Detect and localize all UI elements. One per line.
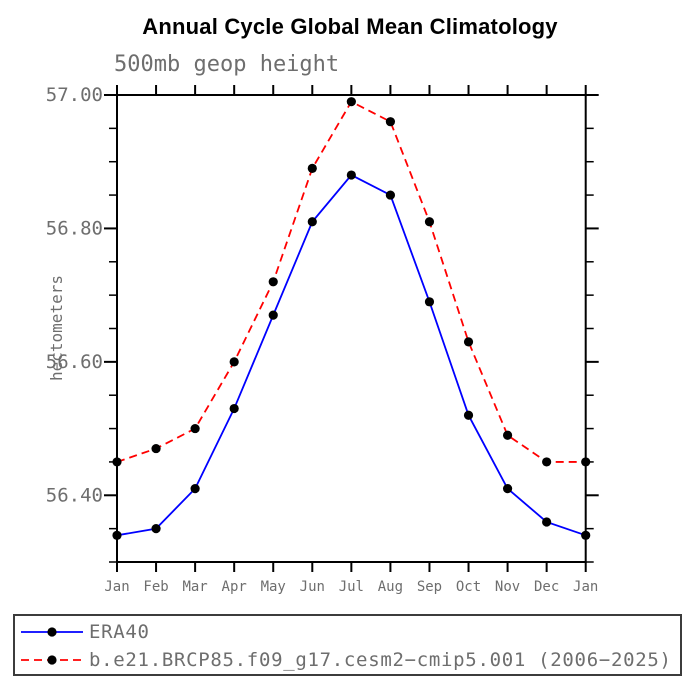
x-tick-label: May xyxy=(261,579,286,595)
data-point-marker xyxy=(346,97,356,107)
x-tick-label: Mar xyxy=(182,579,207,595)
y-tick-label: 56.60 xyxy=(46,351,103,373)
y-tick-label: 57.00 xyxy=(46,84,103,106)
data-point-marker xyxy=(581,530,591,540)
plot-area: Jan Feb Mar Apr May Jun Jul Aug Sep Oct Nov Dec Jan 5… xyxy=(46,84,599,595)
axis-frame xyxy=(116,94,587,563)
y-tick-label: 56.40 xyxy=(46,484,103,506)
x-tick-label: Aug xyxy=(378,579,403,595)
x-tick-label: Jan xyxy=(573,579,598,595)
data-point-marker xyxy=(346,170,356,180)
legend-entry-era40: ERA40 xyxy=(17,621,150,643)
data-point-marker xyxy=(542,517,552,527)
data-point-marker xyxy=(385,190,396,200)
x-tick-label: Oct xyxy=(456,579,481,595)
series-line-era40 xyxy=(116,173,586,537)
data-point-marker xyxy=(190,484,200,494)
data-point-marker xyxy=(385,117,396,127)
data-point-marker xyxy=(502,430,513,440)
data-point-marker xyxy=(581,457,591,467)
legend-line-sample-solid-icon xyxy=(21,627,83,637)
legend-box: ERA40 b.e21.BRCP85.f09_g17.cesm2−cmip5.0… xyxy=(13,614,682,676)
data-point-marker xyxy=(463,410,474,420)
legend-sample-marker xyxy=(47,627,57,637)
data-point-marker xyxy=(307,217,317,227)
data-point-marker xyxy=(463,337,474,347)
data-point-marker xyxy=(229,403,239,414)
data-point-marker xyxy=(112,457,122,467)
chart-title: Annual Cycle Global Mean Climatology xyxy=(142,14,558,39)
x-tick-label: Nov xyxy=(495,579,520,595)
legend-line-sample-dashed-icon xyxy=(21,655,83,665)
x-tick-label: Jan xyxy=(104,579,129,595)
data-point-marker xyxy=(542,457,552,467)
x-tick-label: Jul xyxy=(339,579,364,595)
x-tick-label: Apr xyxy=(222,579,247,595)
data-point-marker xyxy=(424,217,435,227)
x-tick-label: Feb xyxy=(143,579,168,595)
legend-entry-cesm2: b.e21.BRCP85.f09_g17.cesm2−cmip5.001 (20… xyxy=(17,649,672,671)
data-point-marker xyxy=(424,297,435,307)
x-tick-label: Sep xyxy=(417,579,442,595)
data-point-marker xyxy=(112,530,122,540)
data-point-marker xyxy=(307,163,317,173)
y-tick-label: 56.80 xyxy=(46,217,103,239)
data-point-marker xyxy=(502,484,513,494)
data-point-marker xyxy=(190,423,200,434)
data-point-marker xyxy=(229,357,239,367)
legend-label: ERA40 xyxy=(89,621,150,643)
data-point-marker xyxy=(268,277,278,287)
x-tick-label: Dec xyxy=(534,579,559,595)
data-point-marker xyxy=(268,310,278,320)
chart-subtitle: 500mb geop height xyxy=(114,52,340,77)
series-line-cesm2 xyxy=(116,100,586,463)
data-point-marker xyxy=(151,443,161,454)
legend-sample-marker xyxy=(47,655,57,665)
data-point-marker xyxy=(151,524,161,534)
legend-label: b.e21.BRCP85.f09_g17.cesm2−cmip5.001 (20… xyxy=(89,649,672,671)
x-tick-label: Jun xyxy=(300,579,325,595)
